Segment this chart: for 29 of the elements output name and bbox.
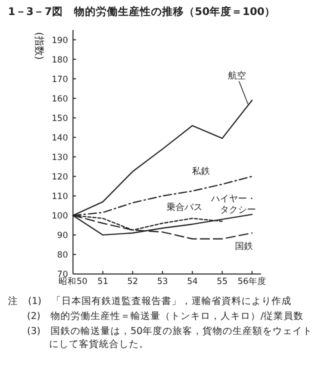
x-tick-label: 52 [127,277,138,287]
y-axis-title: (指数) [33,32,45,60]
y-tick-label: 140 [52,133,68,144]
x-tick-label: 51 [97,277,108,287]
x-tick-label: 56年度 [238,276,266,287]
text: (2) 物的労働生産性＝輸送量（トンキロ，人キロ）/従業員数 [27,310,304,322]
text: (3) 国鉄の輸送量は，50年度の旅客，貨物の生産額をウェイトにして客貨統合した。 [27,325,313,350]
chart-title: 1－3－7図 物的労働生産性の推移（50年度＝100） [8,5,276,18]
x-tick-label: 昭和50 [58,276,88,287]
text: 注 (1) 「日本国有鉄道監査報告書」，運輸省資料により作成 [8,295,292,307]
y-tick-label: 100 [52,211,68,222]
x-tick-label: 53 [157,277,168,287]
y-tick-label: 110 [52,192,68,202]
series-label: 私鉄 [192,166,210,178]
y-tick-label: 180 [52,55,68,66]
y-tick-label: 170 [52,74,68,85]
x-tick-label: 54 [186,277,198,287]
y-tick-label: 90 [57,230,68,241]
series-label: 乗合バス [166,202,203,214]
x-tick-label: 55 [216,277,228,287]
series-label: ハイヤー・タクシー [210,194,256,216]
y-tick-label: 80 [57,250,68,260]
series-label: 国鉄 [235,241,254,252]
text: 航空 [228,70,246,82]
y-tick-label: 130 [52,152,68,163]
y-tick-label: 160 [52,94,68,104]
y-tick-label: 150 [52,114,68,124]
y-tick-label: 120 [52,172,68,182]
y-tick-label: 190 [52,36,68,46]
